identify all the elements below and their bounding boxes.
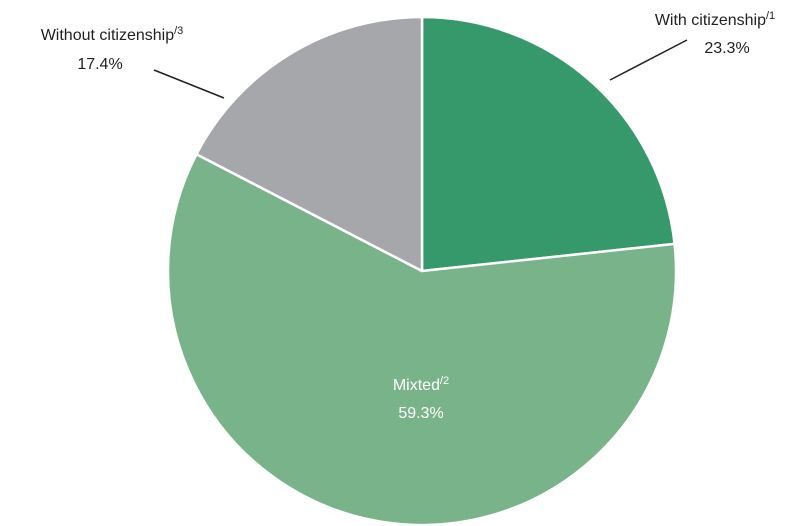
pie-slice-mixted — [166, 153, 678, 526]
slice-label-mixted: Mixted/2 — [393, 375, 449, 394]
slice-label-without-citizenship: Without citizenship/3 — [41, 25, 184, 44]
pie-slices — [166, 15, 678, 526]
footnote-marker: /1 — [766, 10, 775, 22]
slice-value-with-citizenship: 23.3% — [704, 40, 749, 57]
leader-line-with-citizenship — [609, 39, 688, 81]
pie-slice-without-citizenship — [195, 15, 424, 273]
slice-value-without-citizenship: 17.4% — [77, 56, 122, 73]
slice-label-with-citizenship: With citizenship/1 — [655, 10, 775, 29]
leader-line-without-citizenship — [153, 69, 225, 99]
slice-value-mixted: 59.3% — [398, 405, 443, 422]
pie-slice-with-citizenship — [420, 15, 676, 273]
footnote-marker: /3 — [174, 25, 183, 37]
footnote-marker: /2 — [440, 375, 449, 387]
